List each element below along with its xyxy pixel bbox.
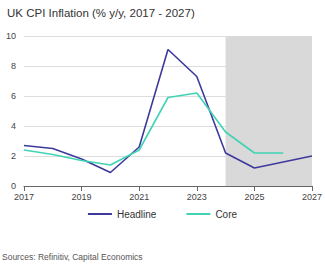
svg-text:4: 4 bbox=[11, 121, 16, 131]
svg-text:2021: 2021 bbox=[129, 192, 149, 202]
svg-text:2027: 2027 bbox=[302, 192, 322, 202]
svg-text:2019: 2019 bbox=[72, 192, 92, 202]
svg-text:8: 8 bbox=[11, 61, 16, 71]
svg-text:6: 6 bbox=[11, 91, 16, 101]
svg-text:2017: 2017 bbox=[14, 192, 34, 202]
svg-text:UK CPI Inflation (% y/y, 2017: UK CPI Inflation (% y/y, 2017 - 2027) bbox=[7, 7, 195, 19]
svg-text:Core: Core bbox=[215, 209, 237, 220]
svg-text:2: 2 bbox=[11, 151, 16, 161]
svg-text:2023: 2023 bbox=[187, 192, 207, 202]
svg-text:2025: 2025 bbox=[244, 192, 264, 202]
svg-text:10: 10 bbox=[6, 31, 16, 41]
svg-text:Headline: Headline bbox=[117, 209, 157, 220]
svg-text:Sources: Refinitiv, Capital Ec: Sources: Refinitiv, Capital Economics bbox=[2, 252, 143, 262]
svg-text:0: 0 bbox=[11, 181, 16, 191]
